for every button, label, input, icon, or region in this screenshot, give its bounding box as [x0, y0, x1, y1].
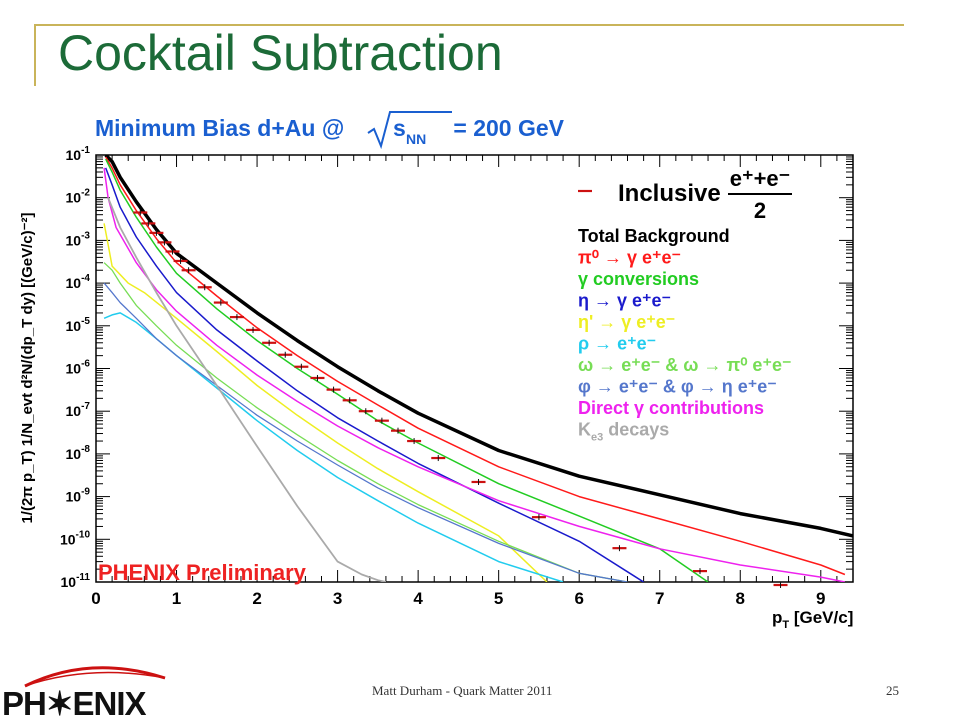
series-line	[103, 282, 628, 582]
x-tick-label: 2	[252, 589, 261, 608]
y-tick-label: 10-6	[66, 359, 91, 377]
page-number: 25	[886, 683, 899, 698]
legend-entry: ω → e⁺e⁻ & ω → π⁰ e⁺e⁻	[578, 355, 791, 375]
x-tick-label: 8	[736, 589, 745, 608]
x-tick-label: 6	[574, 589, 583, 608]
x-label-sub: T	[782, 619, 789, 631]
series-line	[103, 223, 548, 582]
legend-entry: φ → e⁺e⁻ & φ → η e⁺e⁻	[578, 377, 777, 397]
axis-ticks: 0 1 2 3 4 5 6 7 8 9 10-1 10-2 10-3 10-4 10-5 10-6 10-7 10…	[60, 145, 854, 608]
y-tick-label: 10-9	[66, 487, 91, 505]
legend-inclusive-label: Inclusive	[618, 180, 721, 207]
y-axis-label: 1/(2π p_T) 1/N_evt d²N/(dp_T dy) [(GeV/c…	[19, 212, 36, 523]
phenix-preliminary-label: PHENIX Preliminary	[98, 560, 307, 585]
title-rule-top	[34, 24, 904, 26]
sqrt-symbol	[367, 111, 452, 150]
legend-entry: Ke3 decays	[578, 420, 669, 444]
chart: Minimum Bias d+Au @ s NN = 200 GeV 1/(2π…	[19, 111, 854, 631]
series-line	[107, 197, 387, 582]
legend-fraction-numerator: e⁺+e⁻	[730, 166, 791, 191]
chart-title: Minimum Bias d+Au @ s NN = 200 GeV	[95, 111, 565, 150]
legend-entry: Total Background	[578, 226, 730, 246]
svg-text:pT [GeV/c]: pT [GeV/c]	[772, 608, 853, 631]
y-tick-label: 10-1	[66, 145, 91, 163]
y-tick-label: 10-4	[66, 273, 91, 291]
chart-title-nn: NN	[406, 131, 426, 147]
series-line	[103, 262, 628, 582]
title-rule-left	[34, 24, 36, 86]
svg-text:Minimum Bias d+Au @: Minimum Bias d+Au @	[95, 115, 344, 141]
y-tick-label: 10-11	[61, 572, 91, 590]
x-tick-label: 5	[494, 589, 503, 608]
chart-title-main: Minimum Bias d+Au @	[95, 115, 344, 141]
series-line	[105, 156, 846, 576]
y-tick-label: 10-2	[66, 188, 91, 206]
legend-entry: ρ → e⁺e⁻	[578, 334, 656, 354]
legend-entry: η → γ e⁺e⁻	[578, 291, 671, 311]
phenix-logo: PH✶ENIX	[0, 662, 170, 722]
series-line	[103, 312, 564, 582]
series-line	[104, 167, 645, 582]
x-tick-label: 1	[172, 589, 181, 608]
x-label-main: p	[772, 608, 782, 627]
y-label-text: 1/(2π p_T) 1/N_evt d²N/(dp_T dy) [(GeV/c…	[19, 212, 36, 523]
chart-title-tail: = 200 GeV	[447, 115, 565, 141]
y-tick-label: 10-5	[66, 316, 91, 334]
x-label-unit: [GeV/c]	[789, 608, 853, 627]
y-tick-label: 10-7	[66, 401, 91, 419]
legend-entry: η' → γ e⁺e⁻	[578, 312, 675, 332]
logo-arc-icon	[24, 666, 166, 688]
legend-entry: Direct γ contributions	[578, 398, 764, 418]
x-tick-label: 4	[413, 589, 423, 608]
x-tick-label: 0	[91, 589, 100, 608]
y-tick-label: 10-3	[66, 230, 91, 248]
slide-title: Cocktail Subtraction	[58, 25, 503, 81]
x-tick-label: 9	[816, 589, 825, 608]
slide-footer: Matt Durham - Quark Matter 2011	[372, 683, 553, 698]
series-line	[105, 158, 709, 582]
y-tick-label: 10-8	[66, 444, 91, 462]
series-line	[103, 167, 846, 582]
legend-fraction-denominator: 2	[754, 198, 766, 223]
series-lines	[103, 155, 853, 582]
x-tick-label: 3	[333, 589, 342, 608]
chart-title-s: s	[393, 115, 406, 141]
x-axis-label: pT [GeV/c]	[772, 608, 853, 631]
y-tick-label: 10-10	[60, 529, 90, 547]
x-tick-label: 7	[655, 589, 664, 608]
legend-entry: π⁰ → γ e⁺e⁻	[578, 248, 681, 268]
inclusive-points	[133, 209, 788, 589]
logo-text: PH✶ENIX	[2, 685, 147, 722]
legend-entry: γ conversions	[578, 269, 699, 289]
series-line	[104, 155, 853, 538]
